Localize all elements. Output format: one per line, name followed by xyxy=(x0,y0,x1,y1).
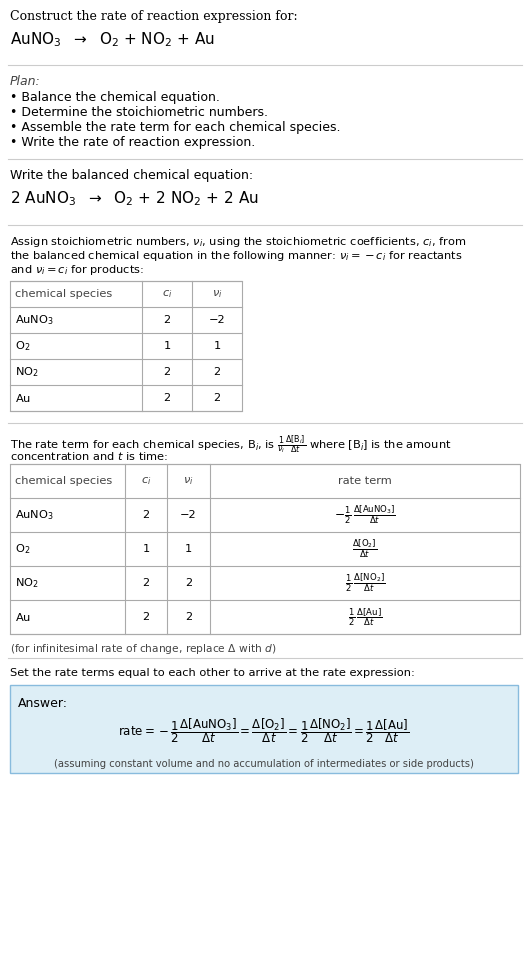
Text: (assuming constant volume and no accumulation of intermediates or side products): (assuming constant volume and no accumul… xyxy=(54,759,474,769)
Text: chemical species: chemical species xyxy=(15,289,112,299)
Text: $\nu_i$: $\nu_i$ xyxy=(211,288,222,300)
Text: Construct the rate of reaction expression for:: Construct the rate of reaction expressio… xyxy=(10,10,298,23)
Text: $\mathrm{rate} = -\dfrac{1}{2}\dfrac{\Delta[\mathrm{AuNO_3}]}{\Delta t}= \dfrac{: $\mathrm{rate} = -\dfrac{1}{2}\dfrac{\De… xyxy=(118,716,410,746)
Text: $\frac{\Delta[\mathrm{O_2}]}{\Delta t}$: $\frac{\Delta[\mathrm{O_2}]}{\Delta t}$ xyxy=(352,538,377,560)
Text: 2: 2 xyxy=(143,612,149,622)
Text: 2: 2 xyxy=(214,367,220,377)
Text: $\mathrm{AuNO_3}$: $\mathrm{AuNO_3}$ xyxy=(15,313,54,327)
Text: $c_i$: $c_i$ xyxy=(162,288,172,300)
Text: 1: 1 xyxy=(185,544,192,554)
Text: 2: 2 xyxy=(185,578,192,588)
Text: concentration and $t$ is time:: concentration and $t$ is time: xyxy=(10,450,169,462)
Text: $\frac{1}{2}\,\frac{\Delta[\mathrm{Au}]}{\Delta t}$: $\frac{1}{2}\,\frac{\Delta[\mathrm{Au}]}… xyxy=(348,606,382,628)
Text: and $\nu_i = c_i$ for products:: and $\nu_i = c_i$ for products: xyxy=(10,263,144,277)
Text: Write the balanced chemical equation:: Write the balanced chemical equation: xyxy=(10,169,253,182)
Text: $c_i$: $c_i$ xyxy=(141,475,151,487)
Bar xyxy=(10,464,520,634)
Text: 1: 1 xyxy=(143,544,149,554)
Text: 1: 1 xyxy=(163,341,171,351)
Text: Set the rate terms equal to each other to arrive at the rate expression:: Set the rate terms equal to each other t… xyxy=(10,668,415,678)
Text: $\mathrm{Au}$: $\mathrm{Au}$ xyxy=(15,611,31,623)
Text: 2: 2 xyxy=(214,393,220,403)
Text: • Balance the chemical equation.: • Balance the chemical equation. xyxy=(10,91,220,104)
Text: Assign stoichiometric numbers, $\nu_i$, using the stoichiometric coefficients, $: Assign stoichiometric numbers, $\nu_i$, … xyxy=(10,235,466,249)
Text: 2: 2 xyxy=(143,578,149,588)
Text: Plan:: Plan: xyxy=(10,75,41,88)
Text: $-\frac{1}{2}\,\frac{\Delta[\mathrm{AuNO_3}]}{\Delta t}$: $-\frac{1}{2}\,\frac{\Delta[\mathrm{AuNO… xyxy=(334,504,396,526)
Text: $\mathrm{NO_2}$: $\mathrm{NO_2}$ xyxy=(15,365,39,379)
Text: $\mathrm{NO_2}$: $\mathrm{NO_2}$ xyxy=(15,576,39,590)
Bar xyxy=(10,281,242,411)
Text: $\mathrm{Au}$: $\mathrm{Au}$ xyxy=(15,392,31,404)
Text: • Write the rate of reaction expression.: • Write the rate of reaction expression. xyxy=(10,136,255,149)
Text: −2: −2 xyxy=(209,315,225,325)
Text: the balanced chemical equation in the following manner: $\nu_i = -c_i$ for react: the balanced chemical equation in the fo… xyxy=(10,249,463,263)
Text: −2: −2 xyxy=(180,510,197,520)
Text: $\mathregular{AuNO_3}$  $\rightarrow$  $\mathregular{O_2}$ + $\mathregular{NO_2}: $\mathregular{AuNO_3}$ $\rightarrow$ $\m… xyxy=(10,30,215,49)
Text: 2: 2 xyxy=(163,367,171,377)
Text: $\mathrm{O_2}$: $\mathrm{O_2}$ xyxy=(15,339,30,353)
Text: $\mathrm{O_2}$: $\mathrm{O_2}$ xyxy=(15,542,30,556)
Text: 2: 2 xyxy=(163,393,171,403)
Text: • Assemble the rate term for each chemical species.: • Assemble the rate term for each chemic… xyxy=(10,121,340,134)
Text: (for infinitesimal rate of change, replace $\Delta$ with $d$): (for infinitesimal rate of change, repla… xyxy=(10,642,277,656)
Text: $2\ \mathregular{AuNO_3}$  $\rightarrow$  $\mathregular{O_2}$ + $2\ \mathregular: $2\ \mathregular{AuNO_3}$ $\rightarrow$ … xyxy=(10,189,259,208)
Text: 2: 2 xyxy=(143,510,149,520)
Text: 2: 2 xyxy=(163,315,171,325)
Text: $\nu_i$: $\nu_i$ xyxy=(183,475,194,487)
Text: chemical species: chemical species xyxy=(15,476,112,486)
Text: $\frac{1}{2}\,\frac{\Delta[\mathrm{NO_2}]}{\Delta t}$: $\frac{1}{2}\,\frac{\Delta[\mathrm{NO_2}… xyxy=(345,572,385,594)
Text: $\mathrm{AuNO_3}$: $\mathrm{AuNO_3}$ xyxy=(15,508,54,522)
Text: • Determine the stoichiometric numbers.: • Determine the stoichiometric numbers. xyxy=(10,106,268,119)
Text: 2: 2 xyxy=(185,612,192,622)
Bar xyxy=(10,685,518,773)
Text: The rate term for each chemical species, $\mathrm{B}_i$, is $\frac{1}{\nu_i}\fra: The rate term for each chemical species,… xyxy=(10,433,452,456)
Text: rate term: rate term xyxy=(338,476,392,486)
Text: 1: 1 xyxy=(214,341,220,351)
Text: Answer:: Answer: xyxy=(18,697,68,710)
